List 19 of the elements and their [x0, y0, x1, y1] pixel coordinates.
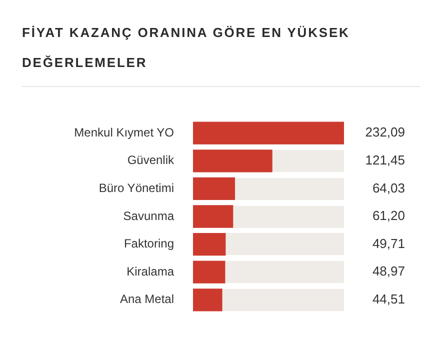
- chart-title: FİYAT KAZANÇ ORANINA GÖRE EN YÜKSEK DEĞERLEMELER: [22, 24, 351, 72]
- y-tick-label: Büro Yönetimi: [98, 181, 174, 196]
- data-label: 61,20: [372, 208, 405, 224]
- y-tick-label: Savunma: [123, 208, 174, 223]
- bar: [193, 288, 222, 312]
- y-tick-label: Ana Metal: [120, 292, 174, 306]
- data-label: 64,03: [372, 180, 405, 196]
- data-label: 48,97: [372, 264, 405, 279]
- data-label: 121,45: [365, 152, 405, 168]
- y-tick-label: Güvenlik: [127, 153, 175, 168]
- bar: [193, 122, 344, 144]
- y-tick-label: Faktoring: [124, 236, 174, 251]
- data-label: 49,71: [372, 236, 405, 251]
- y-tick-label: Menkul Kıymet YO: [74, 125, 174, 140]
- bar: [193, 260, 226, 284]
- bar: [193, 232, 226, 256]
- data-label: 232,09: [365, 124, 405, 140]
- y-tick-label: Kiralama: [126, 264, 174, 278]
- data-label: 44,51: [372, 291, 405, 306]
